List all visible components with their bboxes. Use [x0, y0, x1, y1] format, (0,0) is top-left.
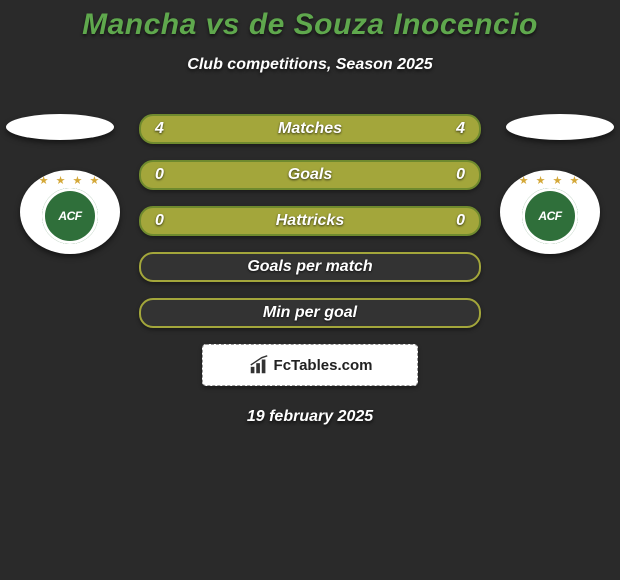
- stat-row: 4Matches4: [139, 114, 481, 144]
- stat-row: 0Hattricks0: [139, 206, 481, 236]
- stat-value-left: 0: [155, 166, 175, 184]
- page-title: Mancha vs de Souza Inocencio: [0, 8, 620, 42]
- date-line: 19 february 2025: [0, 408, 620, 426]
- stat-label: Goals: [141, 166, 479, 184]
- badge-stars-icon: ★ ★ ★ ★: [20, 174, 120, 187]
- stat-value-right: 4: [445, 120, 465, 138]
- badge-stars-icon: ★ ★ ★ ★: [500, 174, 600, 187]
- attribution-box[interactable]: FcTables.com: [202, 344, 418, 386]
- stat-label: Matches: [141, 120, 479, 138]
- player-photo-right: [506, 114, 614, 140]
- badge-shield: ACF: [42, 188, 98, 244]
- attribution-text: FcTables.com: [274, 357, 373, 374]
- stats-area: ★ ★ ★ ★ ACF ★ ★ ★ ★ ACF 4Matches40Goals0…: [0, 114, 620, 426]
- stat-value-right: 0: [445, 212, 465, 230]
- badge-shield: ACF: [522, 188, 578, 244]
- attribution-link[interactable]: FcTables.com: [248, 354, 373, 376]
- stat-rows: 4Matches40Goals00Hattricks0Goals per mat…: [139, 114, 481, 328]
- player-photo-left: [6, 114, 114, 140]
- badge-abbr: ACF: [58, 209, 81, 223]
- stat-row: 0Goals0: [139, 160, 481, 190]
- infographic-root: Mancha vs de Souza Inocencio Club compet…: [0, 0, 620, 426]
- badge-abbr: ACF: [538, 209, 561, 223]
- subtitle: Club competitions, Season 2025: [0, 56, 620, 74]
- stat-row: Min per goal: [139, 298, 481, 328]
- stat-value-right: 0: [445, 166, 465, 184]
- stat-label: Goals per match: [155, 258, 465, 276]
- stat-row: Goals per match: [139, 252, 481, 282]
- stat-label: Min per goal: [155, 304, 465, 322]
- stat-value-left: 4: [155, 120, 175, 138]
- chart-icon: [248, 354, 270, 376]
- stat-value-left: 0: [155, 212, 175, 230]
- stat-label: Hattricks: [141, 212, 479, 230]
- club-badge-right: ★ ★ ★ ★ ACF: [500, 168, 600, 254]
- club-badge-left: ★ ★ ★ ★ ACF: [20, 168, 120, 254]
